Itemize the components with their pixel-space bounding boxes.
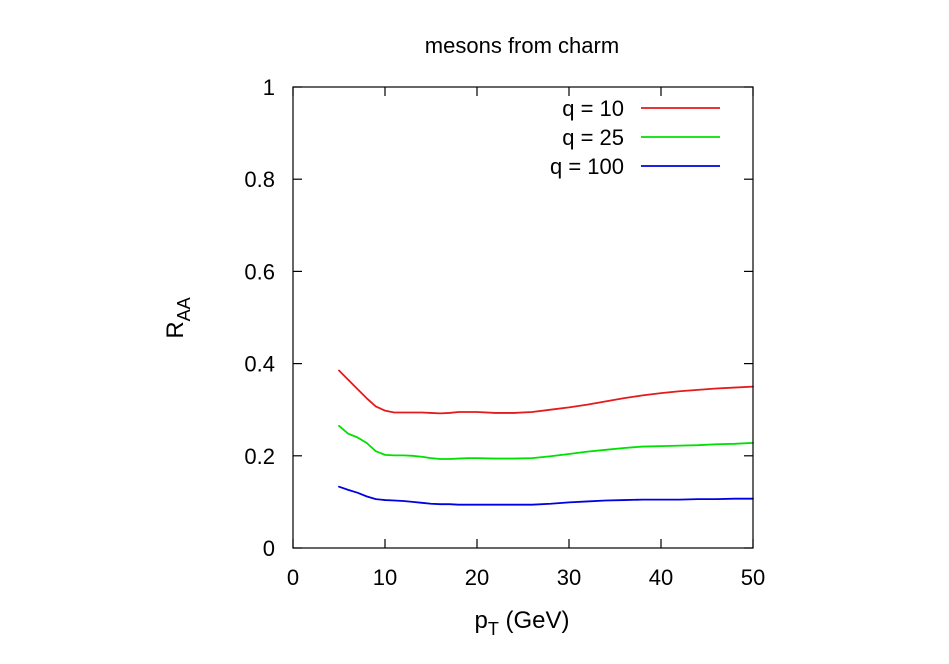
x-tick-label: 20 [465,565,489,590]
y-tick-label: 0.8 [244,167,275,192]
legend-item: q = 100 [550,154,720,179]
legend: q = 10 q = 25 q = 100 [550,96,720,179]
y-tick-label: 0.4 [244,352,275,377]
y-tick-label: 0.6 [244,259,275,284]
y-tick-label: 1 [263,75,275,100]
legend-label: q = 25 [562,125,624,150]
legend-item: q = 10 [562,96,720,121]
legend-label: q = 10 [562,96,624,121]
x-tick-label: 0 [287,565,299,590]
x-axis-label: pT (GeV) [474,607,569,639]
series-line-2 [338,485,754,506]
y-tick-label: 0.2 [244,444,275,469]
legend-label: q = 100 [550,154,624,179]
x-tick-label: 40 [649,565,673,590]
x-tick-label: 50 [741,565,765,590]
x-axis-label-suffix: (GeV) [499,607,570,634]
x-axis-label-sub: T [488,619,499,639]
chart-title: mesons from charm [425,33,619,58]
y-axis-label: RAA [162,297,194,338]
y-tick-label: 0 [263,536,275,561]
x-axis-label-main: p [474,607,487,634]
legend-item: q = 25 [562,125,720,150]
series-line-0 [338,369,754,415]
y-axis-label-main: R [162,321,189,338]
series-lines [338,369,754,506]
svg-text:RAA: RAA [162,297,194,338]
svg-text:pT (GeV): pT (GeV) [474,607,569,639]
plot-frame [292,86,754,549]
x-tick-label: 10 [373,565,397,590]
axis-ticks: 0 10 20 30 40 50 0 0.2 0.4 0.6 0.8 1 [244,75,765,590]
series-line-1 [338,424,754,460]
x-tick-label: 30 [557,565,581,590]
y-axis-label-sub: AA [174,297,194,321]
